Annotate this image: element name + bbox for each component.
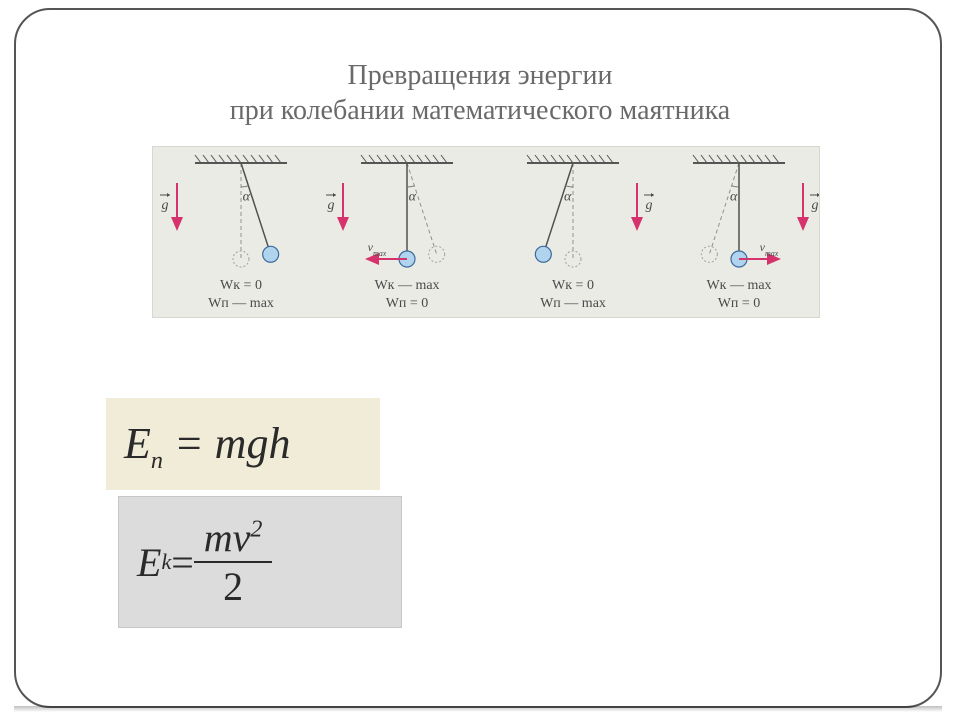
- svg-text:α: α: [730, 190, 738, 205]
- svg-text:g: g: [162, 198, 169, 213]
- kinetic-energy-formula: Ek = mv22: [118, 496, 402, 628]
- svg-text:α: α: [409, 190, 417, 205]
- pendulum-diagram-strip: α g Wк = 0 Wп — max α g vmax Wк — max Wп = 0 α g Wк…: [152, 146, 820, 318]
- svg-text:Wп = 0: Wп = 0: [718, 296, 761, 311]
- svg-text:Wк — max: Wк — max: [706, 278, 771, 293]
- potential-energy-formula: Eп = mgh: [106, 398, 380, 490]
- svg-text:Wк = 0: Wк = 0: [220, 278, 262, 293]
- svg-text:g: g: [328, 198, 335, 213]
- svg-text:Wк = 0: Wк = 0: [552, 278, 594, 293]
- svg-text:Wп — max: Wп — max: [208, 296, 274, 311]
- svg-text:g: g: [812, 198, 819, 213]
- bottom-shadow: [14, 706, 942, 712]
- slide-title: Превращения энергии при колебании матема…: [0, 58, 960, 128]
- pendulum-svg: α g Wк = 0 Wп — max α g vmax Wк — max Wп = 0 α g Wк…: [153, 147, 819, 317]
- title-line-2: при колебании математического маятника: [0, 93, 960, 128]
- svg-text:Wк — max: Wк — max: [374, 278, 439, 293]
- svg-text:vmax: vmax: [760, 240, 779, 258]
- svg-text:Wп = 0: Wп = 0: [386, 296, 429, 311]
- svg-text:g: g: [646, 198, 653, 213]
- svg-text:vmax: vmax: [368, 240, 387, 258]
- svg-text:α: α: [564, 190, 572, 205]
- svg-text:α: α: [243, 190, 251, 205]
- svg-text:Wп — max: Wп — max: [540, 296, 606, 311]
- title-line-1: Превращения энергии: [0, 58, 960, 93]
